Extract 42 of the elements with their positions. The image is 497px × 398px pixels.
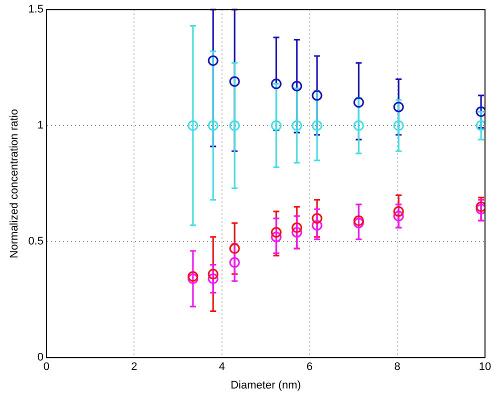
y-tick-label: 1.5 xyxy=(28,4,44,16)
y-axis-title: Normalized concentration ratio xyxy=(8,109,21,258)
y-tick-label: 1 xyxy=(37,120,44,132)
x-tick-label: 6 xyxy=(306,361,313,374)
point xyxy=(476,120,485,131)
point xyxy=(353,120,364,131)
point xyxy=(270,232,282,242)
point xyxy=(188,120,198,131)
point xyxy=(208,268,218,280)
point xyxy=(292,120,302,131)
point xyxy=(393,210,404,222)
point xyxy=(353,218,364,228)
y-tick-label: 0.5 xyxy=(28,236,44,248)
point xyxy=(312,90,322,101)
x-tick-label: 10 xyxy=(478,361,492,374)
x-tick-label: 2 xyxy=(131,361,138,374)
point xyxy=(312,120,322,131)
point xyxy=(353,97,364,108)
point xyxy=(208,55,218,66)
point xyxy=(393,206,404,217)
point xyxy=(188,271,198,282)
point xyxy=(393,120,404,131)
point xyxy=(208,273,218,284)
point xyxy=(393,102,404,112)
point xyxy=(312,213,322,224)
point xyxy=(292,222,302,233)
point xyxy=(229,243,240,254)
x-tick-label: 8 xyxy=(394,361,400,374)
point xyxy=(312,220,322,231)
x-axis-title: Diameter (nm) xyxy=(230,379,301,392)
point xyxy=(270,78,282,90)
y-tick-label: 0 xyxy=(37,352,44,364)
point xyxy=(292,227,302,238)
x-tick-label: 4 xyxy=(218,361,225,374)
point xyxy=(229,257,240,268)
point xyxy=(270,120,282,131)
point xyxy=(292,80,302,92)
point xyxy=(208,120,218,131)
point xyxy=(476,106,485,117)
point xyxy=(353,215,364,226)
point xyxy=(188,273,198,284)
point xyxy=(270,227,282,238)
